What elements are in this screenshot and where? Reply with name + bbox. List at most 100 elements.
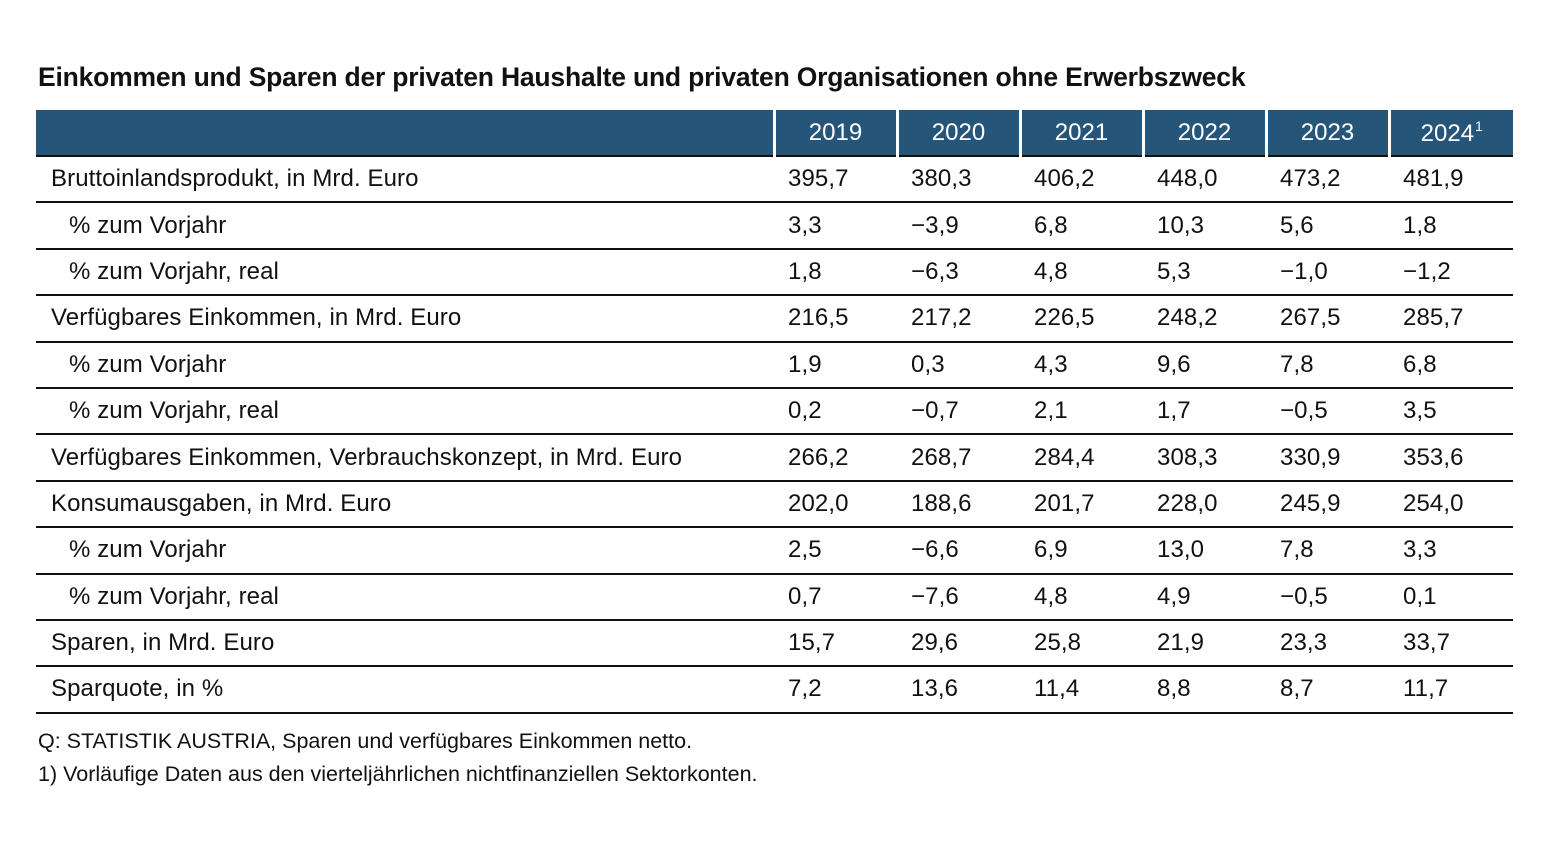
footnote-marker: 1 xyxy=(1475,117,1483,134)
value-cell: 226,5 xyxy=(1034,304,1095,332)
value-cell: 3,3 xyxy=(1403,536,1437,564)
row-label: % zum Vorjahr, real xyxy=(69,257,279,285)
table-header: 2019 2020 2021 2022 2023 20241 xyxy=(36,110,1513,156)
value-cell: 1,8 xyxy=(1403,211,1437,239)
year-header-label: 2022 xyxy=(1177,118,1232,146)
value-cell: 473,2 xyxy=(1280,165,1341,193)
year-header-2019: 2019 xyxy=(772,110,897,156)
value-cell: 380,3 xyxy=(911,165,972,193)
table-row: % zum Vorjahr 3,3 −3,9 6,8 10,3 5,6 1,8 xyxy=(36,202,1513,249)
value-cell: 15,7 xyxy=(788,629,836,657)
row-label: % zum Vorjahr xyxy=(69,211,227,239)
value-cell: 1,8 xyxy=(788,257,822,285)
table-body: Bruttoinlandsprodukt, in Mrd. Euro 395,7 3… xyxy=(36,156,1513,713)
value-cell: 330,9 xyxy=(1280,443,1341,471)
value-cell: 245,9 xyxy=(1280,489,1341,517)
value-cell: 1,9 xyxy=(788,350,822,378)
table-row: Verfügbares Einkommen, Verbrauchskonzept… xyxy=(36,434,1513,481)
value-cell: 5,6 xyxy=(1280,211,1314,239)
value-cell: 11,7 xyxy=(1403,675,1449,703)
year-header-2022: 2022 xyxy=(1141,110,1266,156)
value-cell: −7,6 xyxy=(911,582,959,610)
table-title: Einkommen und Sparen der privaten Hausha… xyxy=(38,62,1246,92)
value-cell: 0,2 xyxy=(788,397,822,425)
value-cell: 201,7 xyxy=(1034,489,1095,517)
year-header-2023: 2023 xyxy=(1264,110,1389,156)
table-row: % zum Vorjahr, real 1,8 −6,3 4,8 5,3 −1,0 −1,2 xyxy=(36,249,1513,296)
source-note: Q: STATISTIK AUSTRIA, Sparen und verfügb… xyxy=(38,729,693,753)
value-cell: 285,7 xyxy=(1403,304,1464,332)
value-cell: 202,0 xyxy=(788,489,849,517)
value-cell: 4,8 xyxy=(1034,257,1068,285)
value-cell: 254,0 xyxy=(1403,489,1464,517)
value-cell: −1,2 xyxy=(1403,257,1451,285)
value-cell: 0,3 xyxy=(911,350,945,378)
value-cell: 3,3 xyxy=(788,211,822,239)
year-header-2020: 2020 xyxy=(895,110,1020,156)
table-row: % zum Vorjahr 1,9 0,3 4,3 9,6 7,8 6,8 xyxy=(36,342,1513,388)
table-row: Sparquote, in % 7,2 13,6 11,4 8,8 8,7 11,7 xyxy=(36,666,1513,713)
value-cell: −1,0 xyxy=(1280,257,1328,285)
value-cell: 7,8 xyxy=(1280,350,1314,378)
value-cell: −0,5 xyxy=(1280,397,1328,425)
value-cell: 29,6 xyxy=(911,629,959,657)
year-header-label: 2021 xyxy=(1054,118,1109,146)
value-cell: 448,0 xyxy=(1157,165,1218,193)
row-label: Konsumausgaben, in Mrd. Euro xyxy=(51,489,392,517)
value-cell: 1,7 xyxy=(1157,397,1191,425)
value-cell: 10,3 xyxy=(1157,211,1205,239)
value-cell: 188,6 xyxy=(911,489,972,517)
value-cell: −6,6 xyxy=(911,536,959,564)
header-row: 2019 2020 2021 2022 2023 20241 xyxy=(36,110,1513,156)
value-cell: 13,6 xyxy=(911,675,959,703)
row-label: Verfügbares Einkommen, Verbrauchskonzept… xyxy=(51,443,683,471)
value-cell: −6,3 xyxy=(911,257,959,285)
row-label: % zum Vorjahr xyxy=(69,350,227,378)
value-cell: 406,2 xyxy=(1034,165,1095,193)
row-label: Verfügbares Einkommen, in Mrd. Euro xyxy=(51,304,462,332)
value-cell: 7,2 xyxy=(788,675,822,703)
value-cell: 217,2 xyxy=(911,304,972,332)
value-cell: 284,4 xyxy=(1034,443,1095,471)
value-cell: 13,0 xyxy=(1157,536,1205,564)
value-cell: −0,5 xyxy=(1280,582,1328,610)
value-cell: 25,8 xyxy=(1034,629,1082,657)
year-header-label: 2019 xyxy=(808,118,863,146)
value-cell: 216,5 xyxy=(788,304,849,332)
value-cell: 266,2 xyxy=(788,443,849,471)
value-cell: 4,8 xyxy=(1034,582,1068,610)
value-cell: 2,1 xyxy=(1034,397,1068,425)
value-cell: 5,3 xyxy=(1157,257,1191,285)
value-cell: 248,2 xyxy=(1157,304,1218,332)
value-cell: 8,7 xyxy=(1280,675,1314,703)
value-cell: 2,5 xyxy=(788,536,822,564)
value-cell: 3,5 xyxy=(1403,397,1437,425)
value-cell: 481,9 xyxy=(1403,165,1464,193)
row-label: Sparquote, in % xyxy=(51,675,224,703)
value-cell: 0,7 xyxy=(788,582,822,610)
row-label: % zum Vorjahr xyxy=(69,536,227,564)
row-label: Bruttoinlandsprodukt, in Mrd. Euro xyxy=(51,165,419,193)
row-label: % zum Vorjahr, real xyxy=(69,397,279,425)
year-header-label: 2024 xyxy=(1420,119,1475,147)
value-cell: 268,7 xyxy=(911,443,972,471)
value-cell: 11,4 xyxy=(1034,675,1080,703)
header-label-cell xyxy=(36,110,774,156)
value-cell: 33,7 xyxy=(1403,629,1451,657)
footnote: 1) Vorläufige Daten aus den vierteljährl… xyxy=(38,762,758,786)
table-row: Sparen, in Mrd. Euro 15,7 29,6 25,8 21,9 23,3… xyxy=(36,620,1513,667)
row-label: Sparen, in Mrd. Euro xyxy=(51,629,275,657)
year-header-2024: 20241 xyxy=(1387,110,1513,156)
value-cell: 0,1 xyxy=(1403,582,1437,610)
value-cell: 395,7 xyxy=(788,165,849,193)
value-cell: 4,3 xyxy=(1034,350,1068,378)
table-row: % zum Vorjahr, real 0,2 −0,7 2,1 1,7 −0,5 3,5 xyxy=(36,388,1513,435)
value-cell: 308,3 xyxy=(1157,443,1218,471)
table-row: % zum Vorjahr 2,5 −6,6 6,9 13,0 7,8 3,3 xyxy=(36,527,1513,574)
data-table: 2019 2020 2021 2022 2023 20241 Bruttoinlandsp… xyxy=(36,110,1513,714)
value-cell: 9,6 xyxy=(1157,350,1191,378)
value-cell: 353,6 xyxy=(1403,443,1464,471)
value-cell: −0,7 xyxy=(911,397,959,425)
value-cell: 6,9 xyxy=(1034,536,1068,564)
value-cell: 228,0 xyxy=(1157,489,1218,517)
